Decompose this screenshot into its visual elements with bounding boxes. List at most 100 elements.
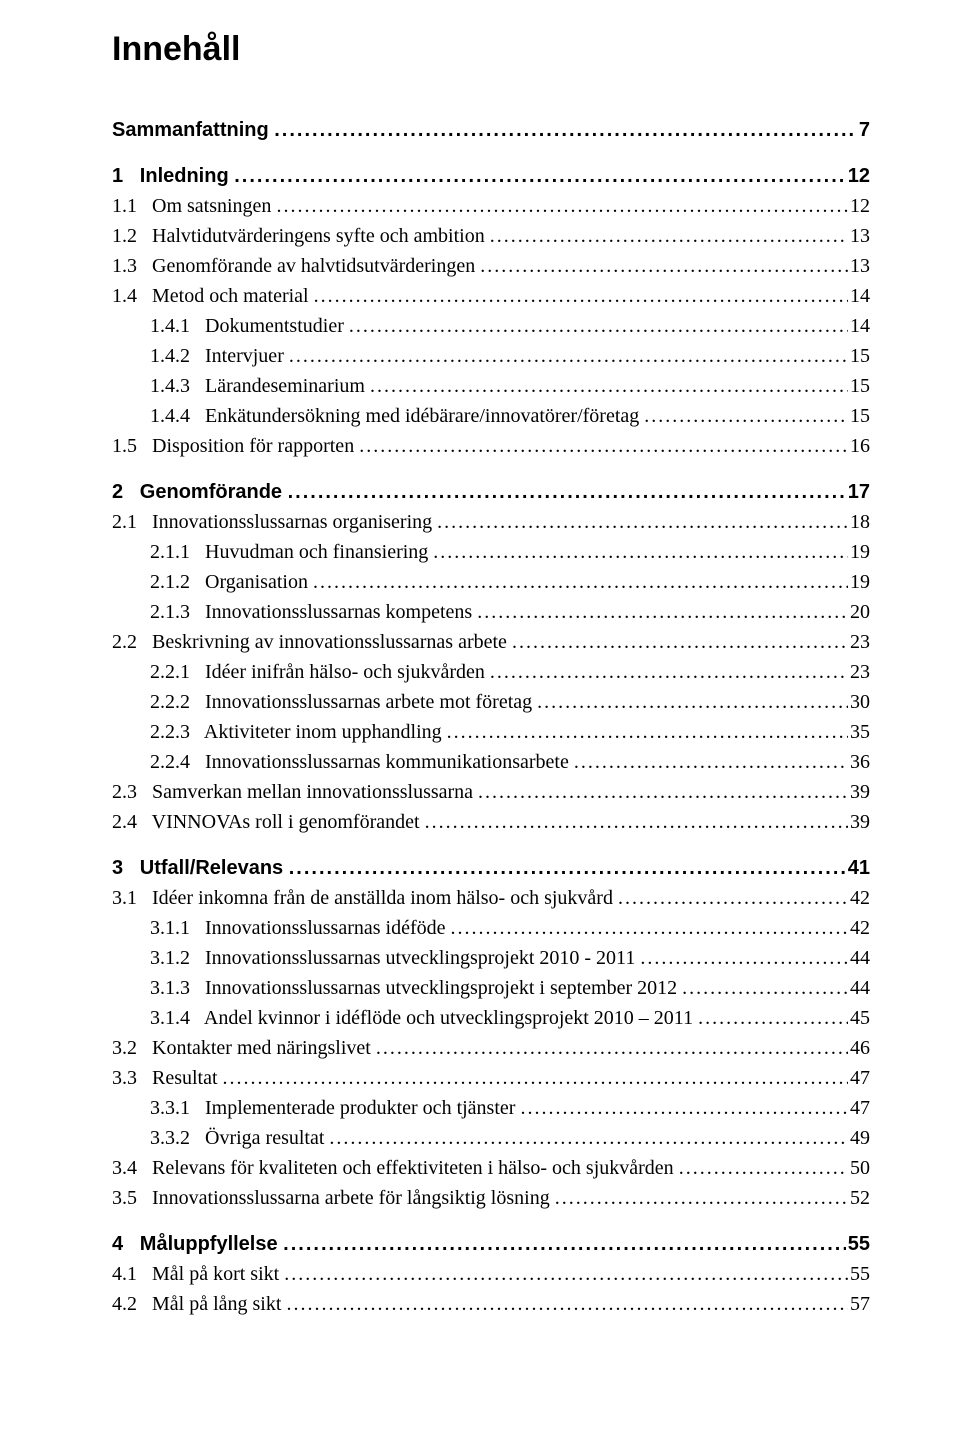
toc-leader: ........................................… — [370, 371, 848, 401]
toc-entry-page: 19 — [848, 567, 870, 597]
toc-entry-page: 12 — [848, 191, 870, 221]
toc-entry-page: 46 — [848, 1033, 870, 1063]
toc-leader: ........................................… — [679, 1153, 848, 1183]
toc-entry-page: 49 — [848, 1123, 870, 1153]
toc-entry-text: 3.1.2 Innovationsslussarnas utvecklingsp… — [150, 943, 640, 973]
toc-entry-page: 7 — [857, 115, 870, 145]
toc-entry-text: 3.1 Idéer inkomna från de anställda inom… — [112, 883, 618, 913]
toc-entry: 3.3 Resultat ...........................… — [112, 1063, 870, 1093]
toc-leader: ........................................… — [490, 657, 848, 687]
toc-entry: 1.4.2 Intervjuer .......................… — [150, 341, 870, 371]
toc-entry-page: 23 — [848, 627, 870, 657]
toc-entry-page: 39 — [848, 807, 870, 837]
toc-leader: ........................................… — [520, 1093, 848, 1123]
toc-entry-page: 19 — [848, 537, 870, 567]
toc-entry-text: 3.3.2 Övriga resultat — [150, 1123, 329, 1153]
toc-entry-page: 18 — [848, 507, 870, 537]
toc-entry-text: 3.4 Relevans för kvaliteten och effektiv… — [112, 1153, 679, 1183]
toc-leader: ........................................… — [349, 311, 848, 341]
toc-leader: ........................................… — [698, 1003, 848, 1033]
toc-entry-text: 2.3 Samverkan mellan innovationsslussarn… — [112, 777, 478, 807]
toc-entry: 2.2.4 Innovationsslussarnas kommunikatio… — [150, 747, 870, 777]
toc-leader: ........................................… — [437, 507, 848, 537]
toc-leader: ........................................… — [274, 115, 857, 145]
toc-entry: 4.1 Mål på kort sikt ...................… — [112, 1259, 870, 1289]
toc-leader: ........................................… — [313, 567, 848, 597]
toc-entry: 2.3 Samverkan mellan innovationsslussarn… — [112, 777, 870, 807]
toc-leader: ........................................… — [284, 1259, 848, 1289]
toc-entry: 3.2 Kontakter med näringslivet .........… — [112, 1033, 870, 1063]
toc-entry-page: 45 — [848, 1003, 870, 1033]
toc-entry-page: 23 — [848, 657, 870, 687]
toc-entry-text: 2.2.2 Innovationsslussarnas arbete mot f… — [150, 687, 537, 717]
toc-entry-page: 36 — [848, 747, 870, 777]
toc-entry-page: 42 — [848, 913, 870, 943]
toc-entry-text: 1.4.4 Enkätundersökning med idébärare/in… — [150, 401, 644, 431]
toc-leader: ........................................… — [555, 1183, 848, 1213]
page-title: Innehåll — [112, 30, 870, 69]
toc-entry-text: 1.1 Om satsningen — [112, 191, 276, 221]
toc-entry-text: 2.1.3 Innovationsslussarnas kompetens — [150, 597, 477, 627]
toc-leader: ........................................… — [478, 777, 848, 807]
toc-entry-text: 3.5 Innovationsslussarna arbete för lång… — [112, 1183, 555, 1213]
toc-entry-text: 3.3.1 Implementerade produkter och tjäns… — [150, 1093, 520, 1123]
toc-entry-text: 1.2 Halvtidutvärderingens syfte och ambi… — [112, 221, 490, 251]
toc-entry: 3.1.3 Innovationsslussarnas utvecklingsp… — [150, 973, 870, 1003]
toc-leader: ........................................… — [314, 281, 848, 311]
toc-entry-text: 3 Utfall/Relevans — [112, 853, 289, 883]
toc-entry: 4.2 Mål på lång sikt ...................… — [112, 1289, 870, 1319]
toc-leader: ........................................… — [477, 597, 848, 627]
toc-entry-page: 52 — [848, 1183, 870, 1213]
toc-entry-text: 2.1.2 Organisation — [150, 567, 313, 597]
toc-leader: ........................................… — [276, 191, 848, 221]
toc-entry: 3.1.2 Innovationsslussarnas utvecklingsp… — [150, 943, 870, 973]
toc-entry: 3.1 Idéer inkomna från de anställda inom… — [112, 883, 870, 913]
toc-entry-page: 57 — [848, 1289, 870, 1319]
toc-leader: ........................................… — [234, 161, 846, 191]
toc-entry: Sammanfattning .........................… — [112, 115, 870, 145]
toc-entry: 1.1 Om satsningen ......................… — [112, 191, 870, 221]
toc-entry-page: 20 — [848, 597, 870, 627]
toc-entry: 1.2 Halvtidutvärderingens syfte och ambi… — [112, 221, 870, 251]
toc-entry: 2.1.3 Innovationsslussarnas kompetens ..… — [150, 597, 870, 627]
toc-entry-page: 14 — [848, 311, 870, 341]
toc-leader: ........................................… — [289, 853, 846, 883]
toc-leader: ........................................… — [288, 477, 846, 507]
toc-entry-text: 1.5 Disposition för rapporten — [112, 431, 359, 461]
toc-entry-page: 35 — [848, 717, 870, 747]
toc-leader: ........................................… — [537, 687, 848, 717]
table-of-contents: Sammanfattning .........................… — [112, 115, 870, 1319]
toc-entry: 3.1.4 Andel kvinnor i idéflöde och utvec… — [150, 1003, 870, 1033]
toc-entry-page: 55 — [846, 1229, 870, 1259]
toc-entry-text: 2.1 Innovationsslussarnas organisering — [112, 507, 437, 537]
toc-entry-text: 4.2 Mål på lång sikt — [112, 1289, 286, 1319]
toc-entry: 1.4.3 Lärandeseminarium ................… — [150, 371, 870, 401]
toc-entry: 2.2 Beskrivning av innovationsslussarnas… — [112, 627, 870, 657]
toc-leader: ........................................… — [618, 883, 848, 913]
toc-entry-text: 2 Genomförande — [112, 477, 288, 507]
toc-entry-text: 3.1.1 Innovationsslussarnas idéföde — [150, 913, 451, 943]
toc-leader: ........................................… — [640, 943, 848, 973]
toc-entry: 1 Inledning ............................… — [112, 161, 870, 191]
toc-entry-text: 3.1.3 Innovationsslussarnas utvecklingsp… — [150, 973, 682, 1003]
toc-leader: ........................................… — [447, 717, 848, 747]
toc-entry: 3.3.1 Implementerade produkter och tjäns… — [150, 1093, 870, 1123]
toc-entry-page: 44 — [848, 973, 870, 1003]
toc-entry-page: 16 — [848, 431, 870, 461]
toc-leader: ........................................… — [286, 1289, 848, 1319]
toc-entry: 2.1.1 Huvudman och finansiering ........… — [150, 537, 870, 567]
toc-entry-text: 3.1.4 Andel kvinnor i idéflöde och utvec… — [150, 1003, 698, 1033]
toc-entry-text: 1.3 Genomförande av halvtidsutvärderinge… — [112, 251, 480, 281]
toc-entry-text: 2.2.3 Aktiviteter inom upphandling — [150, 717, 447, 747]
toc-entry-text: 2.4 VINNOVAs roll i genomförandet — [112, 807, 425, 837]
toc-entry-page: 50 — [848, 1153, 870, 1183]
toc-entry-text: 2.2 Beskrivning av innovationsslussarnas… — [112, 627, 512, 657]
toc-entry: 2 Genomförande .........................… — [112, 477, 870, 507]
toc-leader: ........................................… — [289, 341, 848, 371]
toc-leader: ........................................… — [223, 1063, 848, 1093]
toc-entry: 2.2.2 Innovationsslussarnas arbete mot f… — [150, 687, 870, 717]
toc-entry: 1.4 Metod och material .................… — [112, 281, 870, 311]
toc-entry-page: 12 — [846, 161, 870, 191]
toc-entry-page: 13 — [848, 251, 870, 281]
toc-entry: 1.3 Genomförande av halvtidsutvärderinge… — [112, 251, 870, 281]
